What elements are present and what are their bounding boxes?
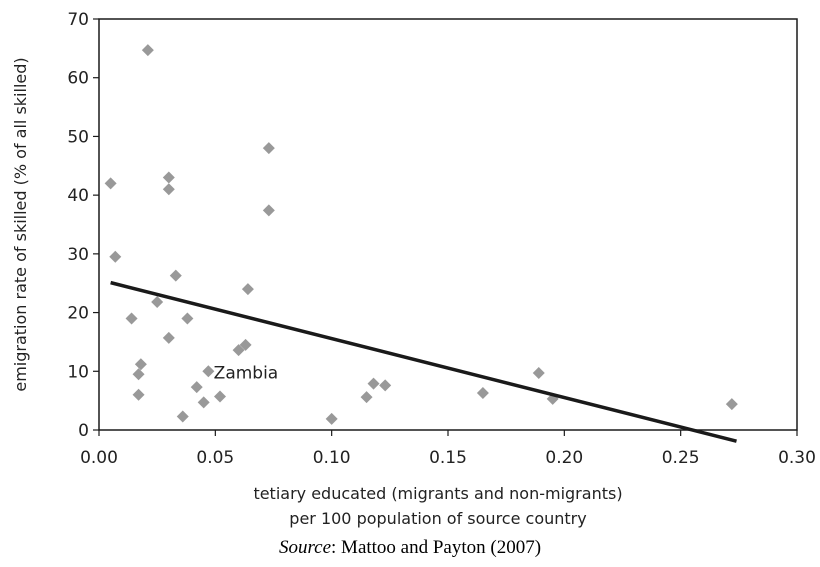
data-point — [197, 396, 210, 409]
trend-line — [110, 280, 737, 443]
y-tick-label: 10 — [67, 362, 89, 382]
data-point — [476, 387, 489, 400]
data-point — [379, 379, 392, 392]
data-point — [181, 312, 194, 325]
data-point — [725, 398, 738, 411]
data-point — [367, 377, 380, 390]
data-point — [176, 410, 189, 423]
data-point — [151, 296, 164, 309]
data-point — [202, 365, 215, 378]
data-point — [132, 388, 145, 401]
data-point — [360, 391, 373, 404]
data-point — [262, 142, 275, 155]
data-point — [162, 331, 175, 344]
data-point — [109, 250, 122, 263]
data-point — [125, 312, 138, 325]
y-tick-label: 40 — [67, 186, 89, 206]
data-point — [232, 344, 245, 357]
data-point — [132, 368, 145, 381]
data-point — [162, 183, 175, 196]
y-tick-label: 20 — [67, 304, 89, 324]
y-tick-label: 0 — [78, 421, 89, 441]
x-tick-label: 0.10 — [313, 448, 351, 468]
x-tick-label: 0.00 — [80, 448, 118, 468]
data-point — [104, 177, 117, 190]
data-point — [169, 269, 182, 282]
data-point — [141, 44, 154, 57]
y-tick-label: 30 — [67, 245, 89, 265]
data-point — [134, 358, 147, 371]
source-label: Source — [278, 537, 332, 558]
data-point — [532, 367, 545, 380]
x-axis-title-line-2: per 100 population of source country — [289, 509, 586, 528]
y-tick-label: 50 — [67, 127, 89, 147]
y-tick-label: 70 — [67, 10, 89, 30]
source-text: : Mattoo and Payton (2007) — [331, 537, 542, 558]
data-point — [262, 204, 275, 217]
data-point — [190, 381, 203, 394]
zambia-annotation: Zambia — [214, 363, 279, 383]
y-tick-label: 60 — [67, 69, 89, 89]
y-axis-ticks: 0 10 20 30 40 50 60 70 — [67, 10, 99, 441]
x-tick-label: 0.25 — [662, 448, 700, 468]
data-point — [325, 412, 338, 425]
x-tick-label: 0.15 — [429, 448, 467, 468]
x-axis-ticks: 0.00 0.05 0.10 0.15 0.20 0.25 0.30 — [80, 430, 816, 468]
x-tick-label: 0.20 — [545, 448, 583, 468]
x-axis-title-line-1: tetiary educated (migrants and non-migra… — [253, 484, 622, 503]
data-point — [239, 338, 252, 351]
data-point — [241, 283, 254, 296]
scatter-chart: 0 10 20 30 40 50 60 70 0.00 0.05 0.10 0.15 0.20 0.25… — [11, 10, 816, 528]
data-point — [162, 171, 175, 184]
data-points — [104, 44, 738, 425]
x-tick-label: 0.05 — [196, 448, 234, 468]
source-caption: Source: Mattoo and Payton (2007) — [0, 537, 820, 559]
plot-frame — [98, 18, 798, 431]
x-tick-label: 0.30 — [778, 448, 816, 468]
y-axis-title: emigration rate of skilled (% of all ski… — [11, 57, 30, 391]
data-point — [213, 390, 226, 403]
